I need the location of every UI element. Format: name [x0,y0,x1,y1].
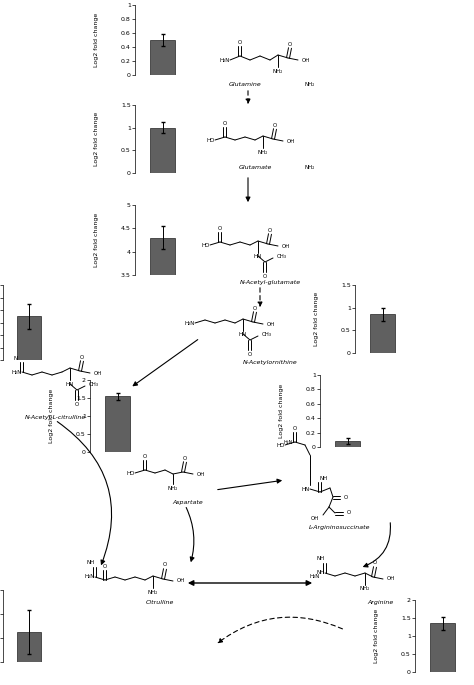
Text: Arginine: Arginine [367,600,393,605]
Text: N-Acetyl-L-citrulline: N-Acetyl-L-citrulline [24,415,86,420]
Text: O: O [293,425,297,430]
Bar [370,314,395,353]
Text: H₂N: H₂N [219,58,230,62]
Text: NH: NH [14,356,22,360]
Y-axis label: Log2 fold change: Log2 fold change [49,389,54,443]
Y-axis label: Log2 fold change: Log2 fold change [279,384,284,438]
Y-axis label: Log2 fold change: Log2 fold change [314,292,319,346]
Text: HO: HO [207,138,215,142]
Text: H₂N: H₂N [185,321,195,325]
Text: O: O [253,306,257,310]
Bar [430,623,455,672]
Text: CH₃: CH₃ [89,382,99,386]
Text: HN: HN [239,332,247,336]
Text: H₂N: H₂N [283,440,293,445]
Text: O: O [143,453,147,458]
Text: O: O [163,562,167,567]
Text: NH₂: NH₂ [148,590,158,595]
Bar [105,396,130,452]
Text: N-Acetylornithine: N-Acetylornithine [243,360,297,365]
Text: OH: OH [310,516,319,521]
Text: OH: OH [287,138,295,143]
Text: L-Argininosuccinate: L-Argininosuccinate [309,525,371,530]
Text: NH₂: NH₂ [168,486,178,490]
Bar [150,238,175,438]
Text: NH: NH [317,571,325,575]
Text: HO: HO [201,242,210,247]
Text: HN: HN [66,382,74,386]
Text: OH: OH [302,58,310,62]
Text: Citrulline: Citrulline [146,600,174,605]
Text: NH: NH [317,556,325,562]
Text: OH: OH [197,471,205,477]
Bar [150,40,175,75]
Y-axis label: Log2 fold change: Log2 fold change [94,112,99,166]
Text: O: O [263,273,267,279]
Text: Glutamine: Glutamine [228,82,261,87]
Text: OH: OH [387,577,395,582]
Text: O: O [248,351,252,356]
Text: O: O [75,401,79,406]
Text: N-Acetyl-glutamate: N-Acetyl-glutamate [239,280,301,285]
Text: O: O [273,123,277,127]
Text: HO: HO [277,443,285,447]
Text: OH: OH [267,321,275,327]
Text: O: O [268,227,272,232]
Text: HN: HN [302,486,310,492]
Text: CH₃: CH₃ [277,253,287,258]
Bar [17,316,41,685]
Text: Aspartate: Aspartate [173,500,203,505]
Text: O: O [288,42,292,47]
Text: HO: HO [127,471,135,475]
Text: H₂N: H₂N [85,575,95,580]
Text: O: O [223,121,227,125]
Text: NH₂: NH₂ [305,165,315,170]
Text: O: O [238,40,242,45]
Text: O: O [347,510,351,516]
Text: H₂N: H₂N [310,575,320,580]
Text: NH: NH [87,560,95,566]
Text: NH₂: NH₂ [305,82,315,87]
Text: CH₃: CH₃ [262,332,272,336]
Text: O: O [80,355,84,360]
Y-axis label: Log2 fold change: Log2 fold change [94,213,99,267]
Bar [17,632,41,685]
Text: O: O [183,456,187,460]
Text: NH₂: NH₂ [258,149,268,155]
Text: H₂N: H₂N [12,369,22,375]
Text: Glutamate: Glutamate [238,165,272,170]
Text: HN: HN [254,253,262,258]
Bar [150,127,175,173]
Text: O: O [218,225,222,230]
Text: NH₂: NH₂ [360,586,370,592]
Y-axis label: Log2 fold change: Log2 fold change [94,13,99,67]
Text: O: O [373,560,377,566]
Bar [335,441,360,447]
Y-axis label: Log2 fold change: Log2 fold change [374,609,379,663]
Text: NH: NH [320,475,328,480]
Text: O: O [103,564,107,569]
Text: NH₂: NH₂ [273,68,283,73]
Text: O: O [344,495,348,499]
Text: OH: OH [177,579,185,584]
Text: OH: OH [282,243,291,249]
Text: OH: OH [94,371,102,375]
